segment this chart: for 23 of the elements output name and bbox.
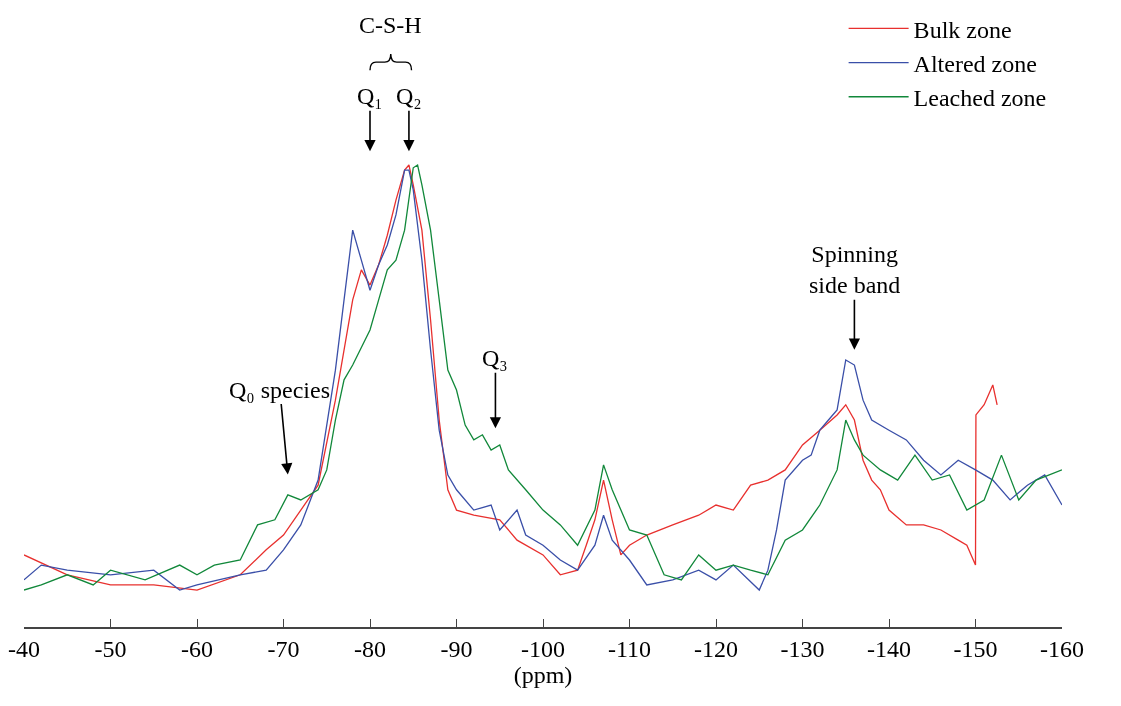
x-tick-label: -150 xyxy=(953,636,998,663)
x-tick-label: -40 xyxy=(8,636,40,663)
x-tick-label: -50 xyxy=(94,636,127,663)
text: Q₂ xyxy=(396,83,422,109)
x-tick-label: -160 xyxy=(1040,636,1084,663)
x-tick-label: -90 xyxy=(440,636,473,663)
annotation: Q₀ species xyxy=(229,377,331,403)
x-tick-label: -110 xyxy=(607,636,652,663)
text: C-S-H xyxy=(359,12,422,38)
legend-label: Leached zone xyxy=(913,85,1047,112)
annotation: Q₃ xyxy=(482,345,508,371)
x-tick-label: -120 xyxy=(694,636,738,663)
x-axis-title: (ppm) xyxy=(513,662,573,689)
annotation: Spinning side band xyxy=(809,241,901,299)
x-tick-label: -80 xyxy=(354,636,386,663)
text: Q₁ xyxy=(357,83,383,109)
legend-label: Bulk zone xyxy=(913,16,1012,43)
x-tick-label: -130 xyxy=(780,636,825,663)
x-tick-label: -60 xyxy=(181,636,213,663)
legend-label: Altered zone xyxy=(913,50,1037,77)
x-tick-label: -100 xyxy=(521,636,565,663)
x-tick-label: -70 xyxy=(267,636,300,663)
x-tick-label: -140 xyxy=(867,636,911,663)
